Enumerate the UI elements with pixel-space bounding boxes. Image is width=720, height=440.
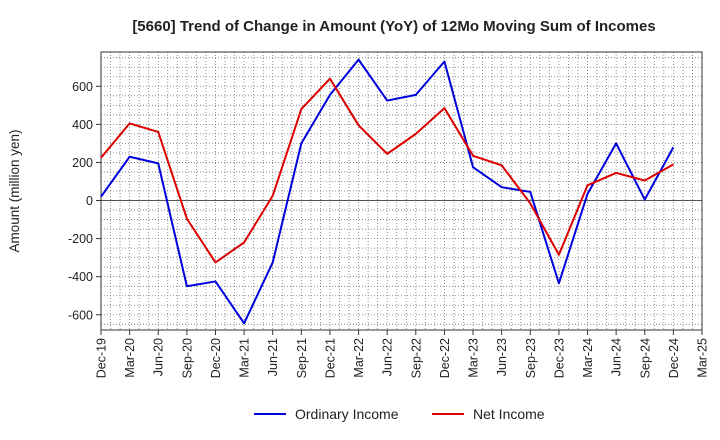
y-tick-label: 0	[86, 194, 93, 208]
x-tick-label: Jun-22	[381, 338, 395, 376]
x-tick-label: Sep-21	[295, 338, 309, 378]
series-layer	[100, 58, 675, 325]
y-tick-label: 400	[72, 118, 93, 132]
x-tick-label: Jun-20	[152, 338, 166, 376]
plot-area	[100, 51, 703, 331]
y-tick-label: 600	[72, 80, 93, 94]
y-tick-label: 200	[72, 156, 93, 170]
y-tick-label: -200	[68, 232, 93, 246]
x-tick-label: Dec-22	[438, 338, 452, 378]
y-axis: -600 -400 -200 0 200 400 600	[68, 80, 101, 322]
x-tick-label: Mar-21	[238, 338, 252, 378]
x-tick-label: Sep-22	[409, 338, 423, 378]
x-tick-label: Dec-24	[667, 338, 681, 378]
x-tick-label: Dec-23	[552, 338, 566, 378]
x-tick-label: Dec-19	[95, 338, 109, 378]
x-tick-label: Mar-24	[581, 338, 595, 378]
x-tick-label: Mar-23	[467, 338, 481, 378]
plot-border	[100, 51, 703, 331]
x-axis: Dec-19 Mar-20 Jun-20 Sep-20 Dec-20 Mar-21 Jun-…	[95, 330, 710, 378]
y-tick-label: -400	[68, 270, 93, 284]
legend: Ordinary Income Net Income	[254, 406, 545, 422]
y-tick-label: -600	[68, 308, 93, 322]
x-tick-label: Mar-25	[696, 338, 710, 378]
x-tick-label: Jun-24	[610, 338, 624, 376]
x-tick-label: Jun-21	[266, 338, 280, 376]
legend-label-ordinary-income: Ordinary Income	[295, 406, 399, 422]
chart-title: [5660] Trend of Change in Amount (YoY) o…	[132, 18, 655, 35]
x-tick-label: Dec-21	[323, 338, 337, 378]
x-tick-label: Sep-24	[638, 338, 652, 378]
series-line-ordinary-income	[100, 58, 675, 325]
x-tick-label: Mar-20	[123, 338, 137, 378]
series-line-net-income	[100, 77, 674, 264]
legend-label-net-income: Net Income	[473, 406, 545, 422]
x-tick-label: Sep-20	[180, 338, 194, 378]
x-tick-label: Dec-20	[209, 338, 223, 378]
x-tick-label: Jun-23	[495, 338, 509, 376]
x-tick-label: Sep-23	[524, 338, 538, 378]
y-axis-label: Amount (million yen)	[7, 129, 22, 252]
x-tick-label: Mar-22	[352, 338, 366, 378]
